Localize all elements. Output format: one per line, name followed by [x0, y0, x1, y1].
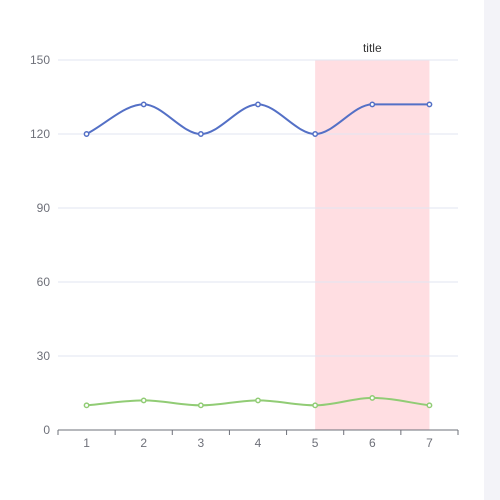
x-tick-label: 3 — [198, 436, 205, 450]
series-1-point — [140, 101, 147, 108]
x-tick-label: 2 — [140, 436, 147, 450]
series-1-point — [255, 101, 261, 108]
mark-area-layer — [315, 60, 430, 430]
label-layer: title 0 30 60 90 120 150 1 2 3 4 5 6 7 — [30, 41, 433, 450]
y-tick-label: 150 — [30, 53, 50, 67]
y-tick-label: 60 — [37, 275, 51, 289]
x-tick-label: 7 — [426, 436, 433, 450]
mark-area-label: title — [363, 41, 382, 55]
series-1-point — [83, 131, 90, 137]
y-tick-label: 30 — [37, 349, 51, 363]
series-1-point — [369, 101, 376, 108]
x-tick-label: 6 — [369, 436, 376, 450]
grid-layer — [58, 59, 458, 357]
series-2-point — [197, 402, 204, 409]
series-1-point — [312, 131, 319, 137]
series-1-point — [426, 101, 433, 108]
x-tick-label: 1 — [83, 436, 90, 450]
series-2-point — [255, 397, 261, 404]
line-chart: title 0 30 60 90 120 150 1 2 3 4 5 6 7 — [30, 41, 459, 450]
series-2-point — [140, 397, 147, 404]
x-tick-label: 5 — [312, 436, 319, 450]
axis-layer — [57, 429, 459, 435]
mark-area — [315, 60, 430, 430]
series-2-point — [312, 402, 319, 409]
y-tick-label: 0 — [43, 423, 50, 437]
y-tick-label: 90 — [37, 201, 51, 215]
series-layer — [83, 101, 433, 409]
series-2-point — [369, 394, 376, 401]
x-tick-label: 4 — [255, 436, 262, 450]
y-tick-label: 120 — [30, 127, 50, 141]
series-2-point — [426, 402, 433, 409]
series-2-point — [83, 402, 90, 409]
chart-panel: title 0 30 60 90 120 150 1 2 3 4 5 6 7 — [0, 0, 484, 500]
series-1-point — [197, 131, 204, 137]
